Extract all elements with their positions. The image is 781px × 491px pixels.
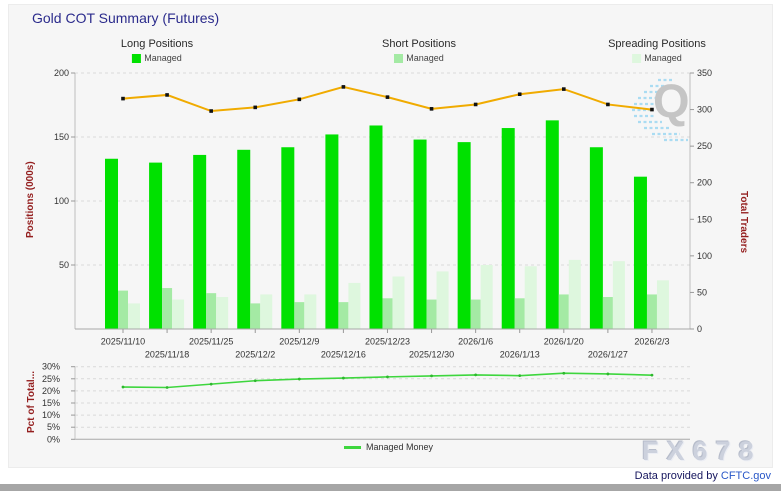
legend-spreading-label: Managed [644, 53, 682, 63]
legend-spreading-title: Spreading Positions [608, 38, 706, 50]
legend-long-label: Managed [144, 53, 182, 63]
legend-short-swatch [394, 53, 404, 63]
legend-spreading-positions: Spreading Positions Managed [608, 38, 706, 63]
legend-long-item: Managed [121, 53, 193, 63]
bottom-scrollbar-strip[interactable] [0, 484, 781, 491]
y-axis-label-pct-of-total: Pct of Total... [26, 370, 37, 434]
legend-long-title: Long Positions [120, 38, 194, 50]
watermark-fx678: FX678 [642, 436, 762, 466]
watermark-q-logo: Q [622, 76, 704, 148]
legend-spreading-item: Managed [608, 53, 706, 63]
legend-short-positions: Short Positions Managed [382, 38, 456, 63]
legend-short-item: Managed [382, 53, 456, 63]
y-axis-label-positions: Positions (000s) [25, 161, 36, 239]
managed-money-label: Managed Money [366, 442, 434, 452]
y-axis-label-total-traders: Total Traders [738, 190, 749, 254]
legend-long-positions: Long Positions Managed [121, 38, 193, 63]
legend-short-label: Managed [406, 53, 444, 63]
legend-spreading-swatch [632, 53, 642, 63]
pct-chart-legend: Managed Money [344, 442, 433, 452]
cftc-link[interactable]: CFTC.gov [720, 470, 771, 482]
q-letter: Q [653, 74, 690, 127]
page-title: Gold COT Summary (Futures) [32, 10, 220, 26]
legend-short-title: Short Positions [382, 38, 456, 50]
data-credit: Data provided by CFTC.gov [635, 470, 771, 482]
managed-money-line-marker [344, 445, 361, 449]
legend-long-swatch [132, 53, 142, 63]
credit-text: Data provided by [634, 470, 721, 482]
